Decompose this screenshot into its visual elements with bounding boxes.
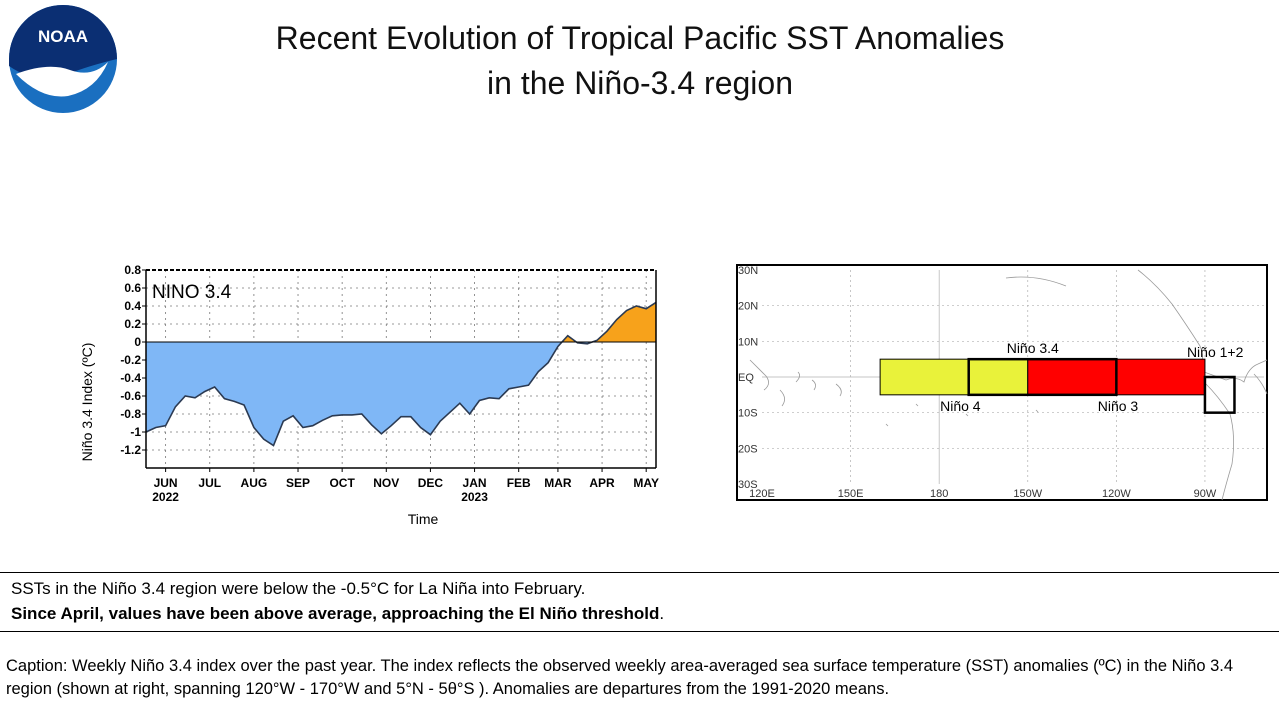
chart-x-tick-label: APR [589,476,615,490]
chart-index-line [145,301,657,447]
nino4-label: Niño 4 [940,398,981,414]
chart-x-tick-label: SEP [286,476,310,490]
chart-x-tick-year: 2022 [152,490,179,504]
map-longitude-labels: 120E 150E 180 150W 120W 90W [749,488,1217,500]
chart-y-tick-label: -0.2 [120,353,141,367]
chart-x-tick-label: FEB [507,476,531,490]
map-lat-label: EQ [738,372,754,384]
summary-line1: SSTs in the Niño 3.4 region were below t… [11,579,586,598]
chart-x-tick-label: OCT [329,476,355,490]
chart-x-tick-label: DEC [418,476,444,490]
chart-title: NINO 3.4 [152,282,232,303]
logo-seagull-icon [16,62,108,97]
page-title-line2: in the Niño-3.4 region [487,65,793,101]
nino34-label: Niño 3.4 [1007,340,1059,356]
chart-y-tick-label: 0.2 [124,317,141,331]
map-lon-label: 120W [1102,488,1131,500]
chart-y-ticks: 0.8 0.6 0.4 0.2 0 -0.2 -0.4 -0.6 -0.8 -1 -1.2 [120,263,146,457]
chart-y-tick-label: -1.2 [120,443,141,457]
map-lon-label: 180 [930,488,948,500]
nino4-region [879,358,1029,396]
map-lat-label: 30S [738,479,758,491]
page-title-line1: Recent Evolution of Tropical Pacific SST… [275,20,1005,56]
nino-regions-map: Niño 3.4 Niño 4 Niño 3 Niño 1+2 30N 20N 10… [736,264,1268,501]
chart-negative-area [146,342,563,446]
chart-positive-area [592,302,656,342]
chart-y-tick-label: 0.8 [124,263,141,277]
chart-x-tick-label: JAN [463,476,487,490]
chart-x-tick-label: MAR [544,476,572,490]
chart-y-tick-label: -0.6 [120,389,141,403]
chart-area [145,301,657,447]
summary-line2-bold: Since April, values have been above aver… [11,604,660,623]
chart-x-tick-label: MAY [633,476,659,490]
summary-box [0,572,1279,632]
chart-y-axis-label: Niño 3.4 Index (ºC) [79,343,95,462]
nino12-region-outline [1203,375,1236,414]
chart-x-tick-label: JUN [154,476,178,490]
chart-y-tick-label: 0 [134,335,141,349]
chart-y-tick-label: -1 [130,425,141,439]
summary-line2: Since April, values have been above aver… [11,603,664,625]
map-lon-label: 90W [1194,488,1217,500]
chart-x-tick-label: AUG [241,476,268,490]
nino12-label: Niño 1+2 [1187,344,1244,360]
chart-y-tick-label: 0.6 [124,281,141,295]
chart-frame [145,269,657,469]
map-lat-label: 30N [738,265,758,277]
figure-caption: Caption: Weekly Niño 3.4 index over the … [6,657,1234,698]
map-lat-label: 10S [738,408,758,420]
chart-y-tick-label: 0.4 [124,299,141,313]
nino34-chart: Niño 3.4 Index (ºC) Time 0.8 0.6 0.4 0.2 0 -0… [79,263,659,527]
nino3-label: Niño 3 [1098,398,1139,414]
chart-y-tick-label: -0.4 [120,371,141,385]
chart-x-axis-label: Time [408,511,439,527]
map-lon-label: 150E [838,488,864,500]
map-lat-label: 10N [738,336,758,348]
chart-x-tick-label: JUL [198,476,221,490]
map-lat-label: 20S [738,443,758,455]
chart-x-tick-label: NOV [373,476,399,490]
chart-positive-area [562,335,577,342]
logo-top-half [9,5,117,79]
summary-line2-end: . [659,604,665,623]
logo-text: NOAA [38,27,88,46]
map-lon-label: 150W [1013,488,1042,500]
map-lat-label: 20N [738,301,758,313]
nino34-region-outline [967,357,1118,397]
chart-x-tick-year: 2023 [461,490,488,504]
chart-y-tick-label: -0.8 [120,407,141,421]
map-lon-label: 120E [749,488,775,500]
map-latitude-labels: 30N 20N 10N EQ 10S 20S 30S [738,265,758,491]
noaa-logo: NOAA [9,5,117,113]
